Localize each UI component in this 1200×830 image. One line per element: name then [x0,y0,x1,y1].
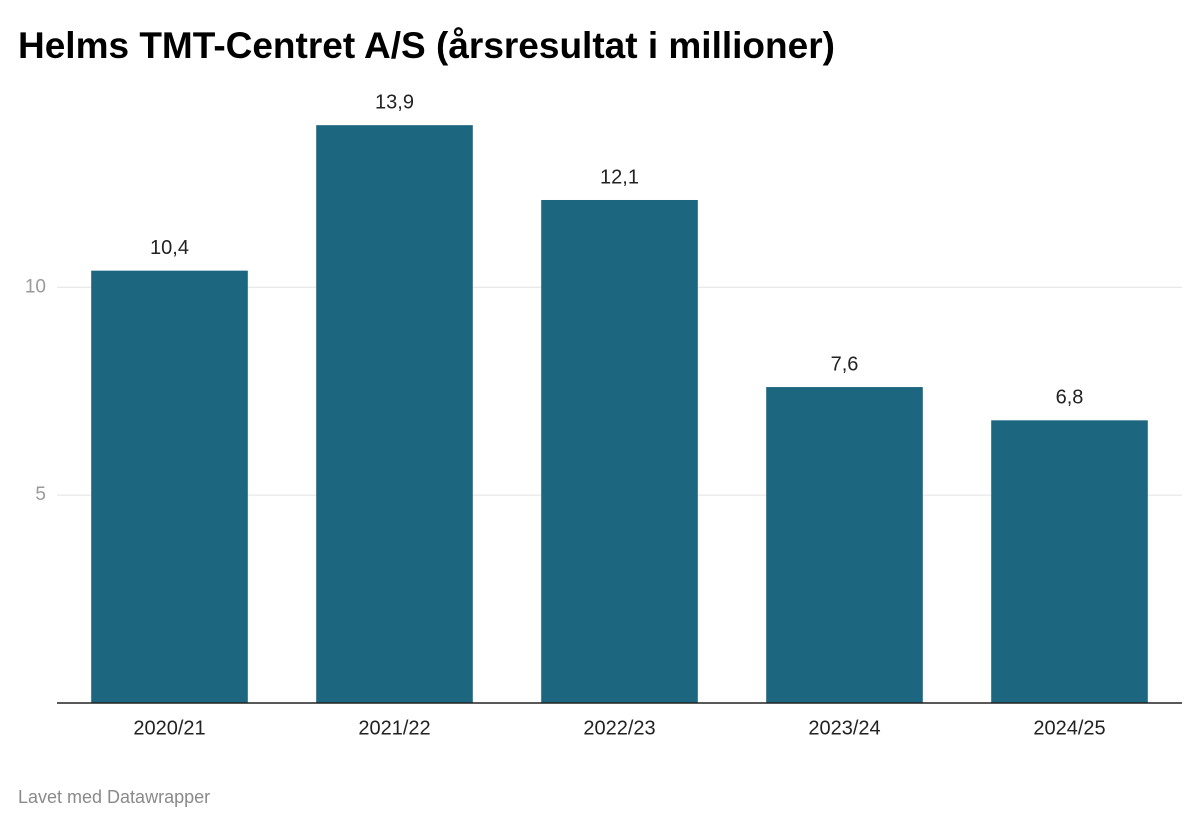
x-tick-label: 2020/21 [133,717,205,739]
value-label: 10,4 [150,237,189,259]
x-tick-label: 2021/22 [358,717,430,739]
footer: Lavet med Datawrapper [18,787,210,807]
x-tick-label: 2024/25 [1033,717,1105,739]
bar [766,387,923,703]
bar [991,420,1148,703]
value-label: 6,8 [1056,387,1084,409]
x-tick-label: 2022/23 [583,717,655,739]
value-label: 12,1 [600,166,639,188]
value-label: 13,9 [375,91,414,113]
bar [91,270,248,703]
x-tick-label: 2023/24 [808,717,880,739]
y-tick-label: 5 [35,484,46,505]
chart-title: Helms TMT-Centret A/S (årsresultat i mil… [18,25,835,66]
bar [541,199,698,703]
y-tick-label: 10 [25,276,46,297]
value-label: 7,6 [831,353,859,375]
bar [316,125,473,703]
